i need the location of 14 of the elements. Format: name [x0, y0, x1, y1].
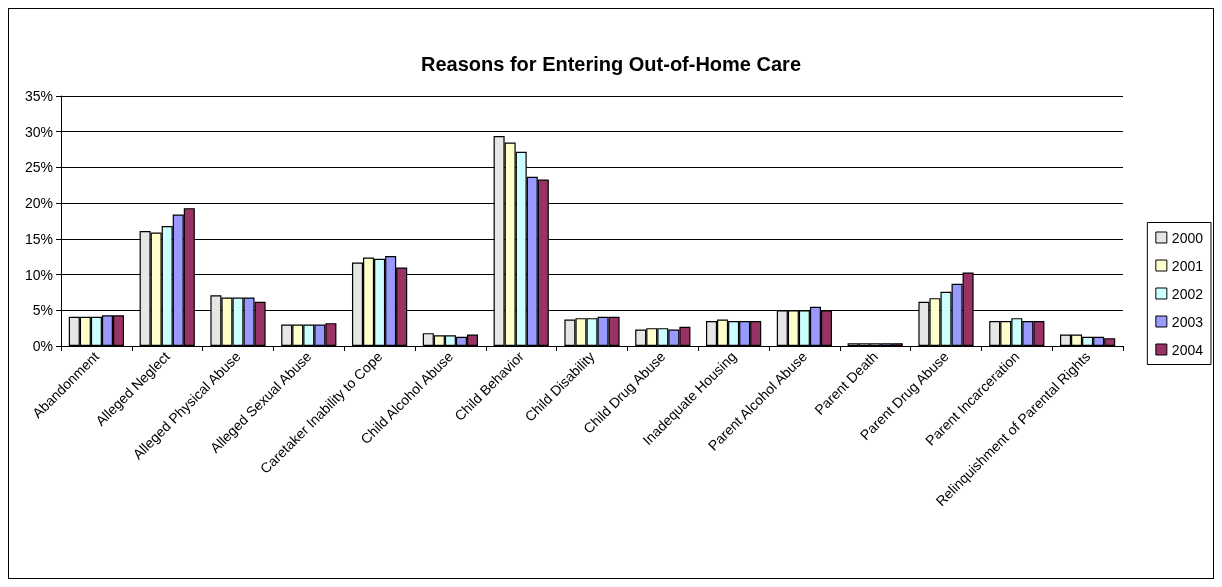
y-tick-label: 5% [32, 302, 53, 319]
y-tick-label: 15% [24, 230, 53, 247]
y-tick-label: 0% [32, 338, 53, 354]
y-tick-label: 25% [24, 159, 53, 176]
legend-label: 2004 [1171, 341, 1204, 358]
chart-title: Reasons for Entering Out-of-Home Care [420, 53, 802, 75]
y-tick-label: 10% [24, 266, 53, 283]
y-tick-label: 30% [24, 123, 53, 140]
y-tick-label: 35% [24, 88, 53, 104]
y-tick-label: 20% [24, 195, 53, 212]
legend-label: 2003 [1171, 313, 1204, 330]
legend-label: 2002 [1171, 285, 1204, 302]
legend-label: 2000 [1171, 229, 1204, 246]
legend-label: 2001 [1171, 257, 1204, 274]
